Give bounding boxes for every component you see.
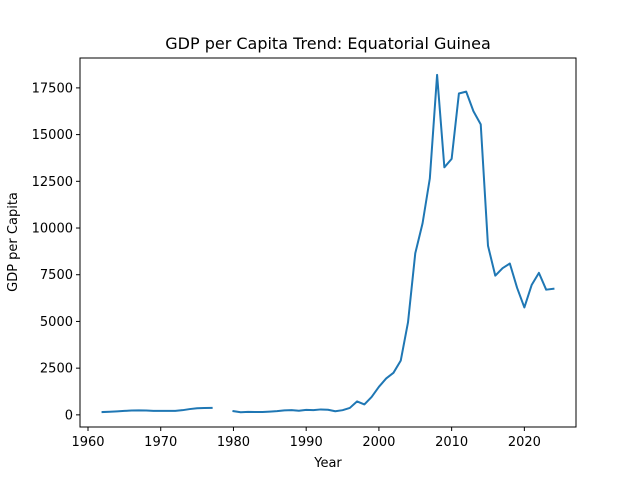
y-tick-label: 2500 — [40, 362, 73, 377]
x-tick-label: 1970 — [144, 435, 177, 450]
y-tick-label: 7500 — [40, 268, 73, 283]
y-tick-label: 5000 — [40, 315, 73, 330]
y-tick-label: 0 — [65, 408, 73, 423]
series-line-segment-2 — [232, 73, 555, 414]
y-tick-label: 10000 — [32, 222, 73, 237]
x-tick-label: 1960 — [71, 435, 104, 450]
x-axis-label: Year — [313, 456, 342, 471]
chart-title: GDP per Capita Trend: Equatorial Guinea — [165, 34, 491, 53]
x-tick-label: 2010 — [435, 435, 468, 450]
ticks-layer: 1960 1970 1980 1990 2000 2010 2020 0 2500 5000 750… — [32, 81, 541, 450]
x-tick-label: 1980 — [217, 435, 250, 450]
series-layer — [101, 73, 555, 414]
x-tick-label: 2000 — [362, 435, 395, 450]
axes-layer — [79, 57, 577, 428]
y-axis-label: GDP per Capita — [6, 192, 21, 292]
x-tick-label: 1990 — [290, 435, 323, 450]
series-line-segment-1 — [101, 406, 213, 414]
plot-frame — [79, 57, 577, 428]
x-tick-label: 2020 — [508, 435, 541, 450]
y-tick-label: 12500 — [32, 175, 73, 190]
y-tick-label: 17500 — [32, 81, 73, 96]
y-tick-label: 15000 — [32, 128, 73, 143]
